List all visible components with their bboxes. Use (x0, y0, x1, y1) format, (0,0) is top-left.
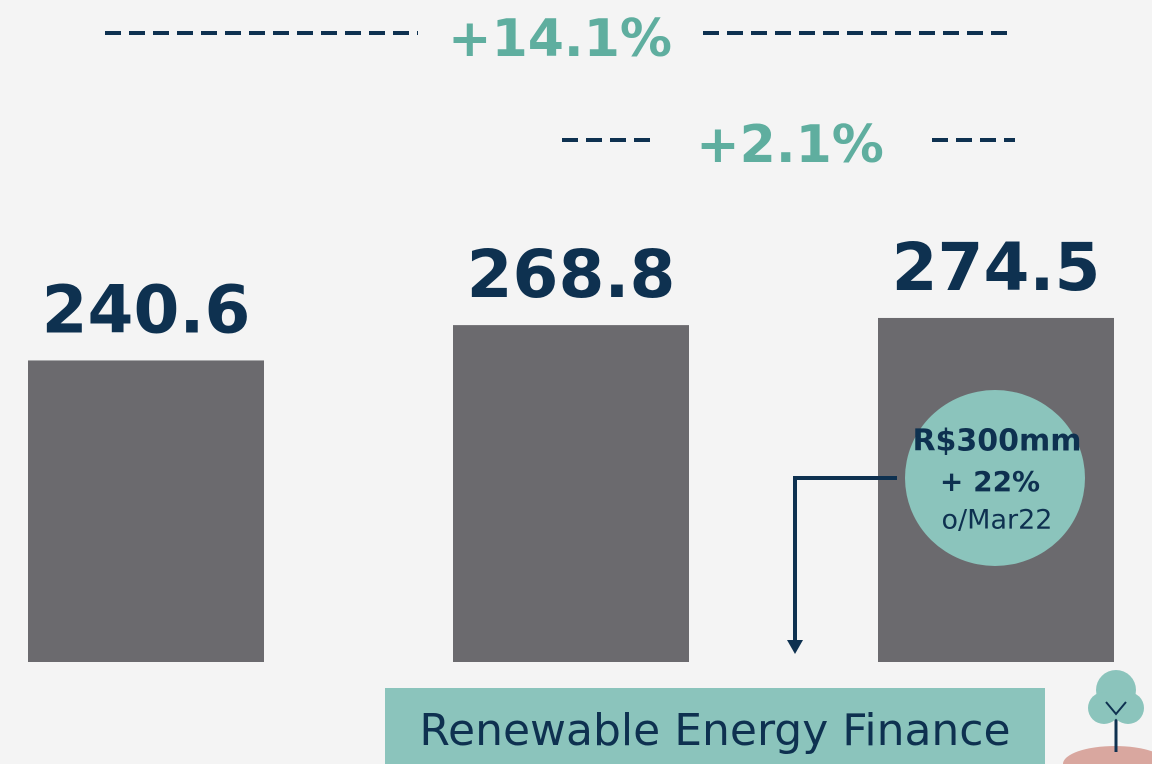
growth-label: +2.1% (696, 115, 884, 175)
bar (453, 325, 689, 662)
callout-bubble (905, 390, 1085, 566)
callout-text: + 22% (940, 465, 1040, 498)
callout-text: o/Mar22 (942, 505, 1053, 536)
value-label: 240.6 (42, 272, 251, 349)
footer-text: Renewable Energy Finance (419, 705, 1010, 756)
value-label: 268.8 (467, 236, 676, 313)
bar (28, 360, 264, 662)
growth-label: +14.1% (448, 9, 672, 69)
connector (793, 476, 897, 642)
bars: 240.6 268.8 274.5 (28, 229, 1114, 662)
footer-box (385, 688, 1045, 764)
callout-text: R$300mm (912, 424, 1081, 459)
arrow-head (787, 640, 803, 654)
tree-icon (1063, 670, 1152, 764)
value-label: 274.5 (892, 229, 1101, 306)
